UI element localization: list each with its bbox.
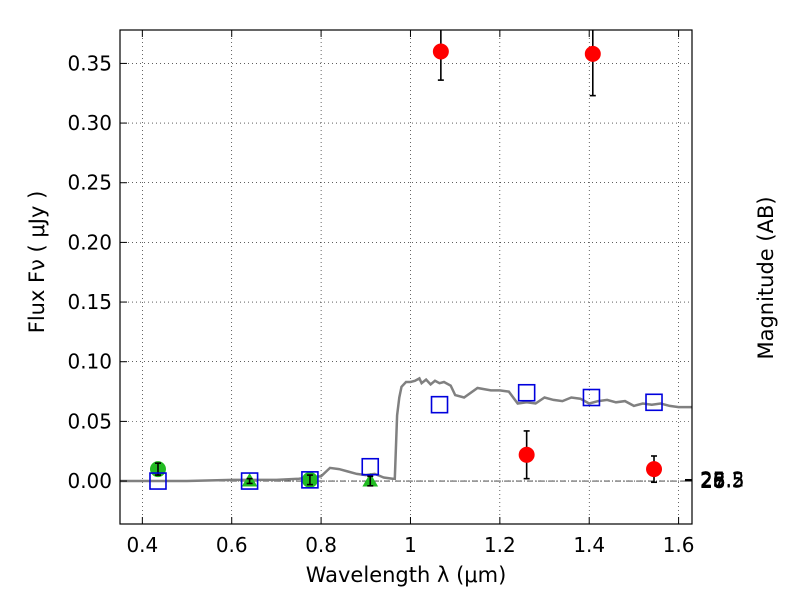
x-tick-label: 1.6: [663, 533, 695, 557]
y-tick-label: 0.35: [67, 51, 112, 75]
y-tick-label: 0.10: [67, 350, 112, 374]
mag-tick-label: 28: [700, 469, 725, 493]
model-photometry-square: [582, 388, 601, 407]
model-photometry-square: [240, 472, 259, 490]
model-photometry-square: [645, 393, 663, 412]
x-tick-label: 1.2: [484, 533, 516, 557]
x-tick-label: 1: [404, 533, 417, 557]
mag-tick-label: 27: [700, 469, 725, 493]
y-tick-label: 0.25: [67, 171, 112, 195]
model-sed-line: [120, 376, 692, 483]
plot-frame: [119, 29, 693, 525]
x-tick-label: 0.8: [305, 533, 337, 557]
x-axis-label: Wavelength λ (μm): [306, 563, 507, 587]
detection-point: [518, 446, 535, 463]
model-photometry-square: [149, 472, 167, 490]
mag-tick-label: 25: [700, 467, 725, 491]
x-tick-label: 0.4: [126, 533, 158, 557]
model-photometry-square: [517, 383, 536, 402]
y2-axis-label: Magnitude (AB): [754, 196, 778, 359]
mag-tick-label: 25.5: [700, 468, 745, 492]
data-series: [120, 30, 692, 490]
y-tick-label: 0.05: [67, 409, 112, 433]
mag-tick-label: 26.5: [700, 469, 745, 493]
y-tick-label: 0.20: [67, 230, 112, 254]
model-photometry-square: [430, 395, 449, 414]
grid: [120, 30, 692, 524]
mag-tick-label: 26: [700, 468, 725, 492]
detection-point: [432, 43, 449, 60]
mag-tick-label: 25.2: [700, 468, 745, 492]
detection-point: [646, 461, 663, 478]
model-photometry-square: [301, 471, 319, 489]
y-axis-label: Flux Fν ( μJy ): [25, 191, 49, 334]
x-tick-label: 0.6: [216, 533, 248, 557]
model-photometry-square: [361, 457, 380, 476]
y-tick-label: 0.30: [67, 111, 112, 135]
y-tick-label: 0.15: [67, 290, 112, 314]
y-tick-label: 0.00: [67, 469, 112, 493]
x-tick-label: 1.4: [573, 533, 605, 557]
detection-point: [584, 45, 601, 62]
axes: 0.4 0.6 0.8 1 1.2 1.4 1.6 0.00 0.05 0.10 0.15 0.20 0…: [67, 30, 745, 557]
